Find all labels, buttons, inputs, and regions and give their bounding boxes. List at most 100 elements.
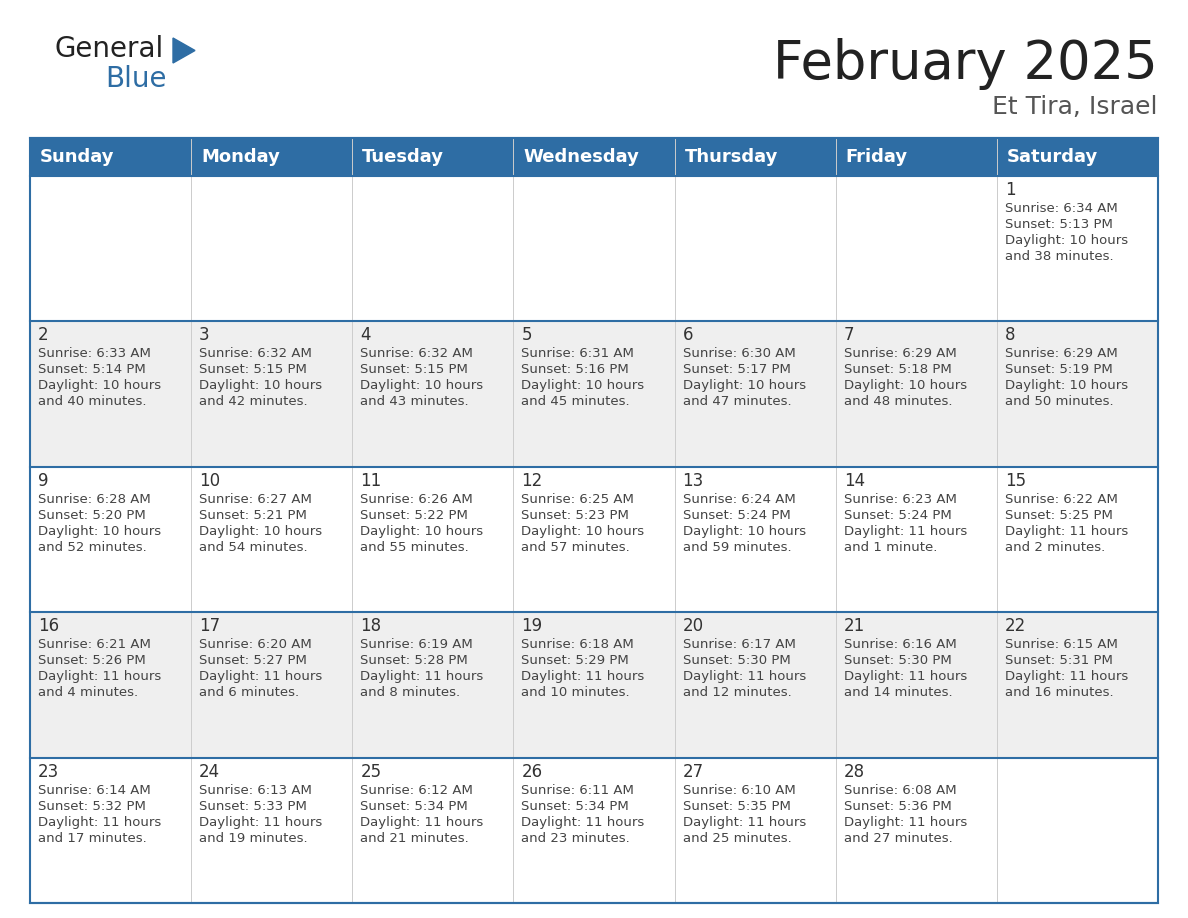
Text: 6: 6 bbox=[683, 327, 693, 344]
Text: Daylight: 11 hours: Daylight: 11 hours bbox=[843, 525, 967, 538]
Text: Daylight: 10 hours: Daylight: 10 hours bbox=[522, 379, 645, 392]
Text: 3: 3 bbox=[200, 327, 210, 344]
Text: and 27 minutes.: and 27 minutes. bbox=[843, 832, 953, 845]
Text: Daylight: 10 hours: Daylight: 10 hours bbox=[200, 379, 322, 392]
Text: 23: 23 bbox=[38, 763, 59, 780]
Text: Tuesday: Tuesday bbox=[362, 148, 444, 166]
Text: Sunday: Sunday bbox=[40, 148, 114, 166]
Text: February 2025: February 2025 bbox=[773, 38, 1158, 90]
Text: Daylight: 11 hours: Daylight: 11 hours bbox=[360, 815, 484, 829]
Text: Sunset: 5:28 PM: Sunset: 5:28 PM bbox=[360, 655, 468, 667]
Text: and 16 minutes.: and 16 minutes. bbox=[1005, 686, 1113, 700]
Text: and 40 minutes.: and 40 minutes. bbox=[38, 396, 146, 409]
Text: and 10 minutes.: and 10 minutes. bbox=[522, 686, 630, 700]
Text: Sunrise: 6:08 AM: Sunrise: 6:08 AM bbox=[843, 784, 956, 797]
Text: General: General bbox=[55, 35, 164, 63]
Text: Sunrise: 6:14 AM: Sunrise: 6:14 AM bbox=[38, 784, 151, 797]
Text: Daylight: 10 hours: Daylight: 10 hours bbox=[683, 525, 805, 538]
Text: Sunrise: 6:19 AM: Sunrise: 6:19 AM bbox=[360, 638, 473, 651]
Text: and 48 minutes.: and 48 minutes. bbox=[843, 396, 953, 409]
Text: Sunset: 5:33 PM: Sunset: 5:33 PM bbox=[200, 800, 307, 812]
Text: Sunrise: 6:34 AM: Sunrise: 6:34 AM bbox=[1005, 202, 1118, 215]
Text: and 14 minutes.: and 14 minutes. bbox=[843, 686, 953, 700]
Text: Sunrise: 6:23 AM: Sunrise: 6:23 AM bbox=[843, 493, 956, 506]
Text: Daylight: 10 hours: Daylight: 10 hours bbox=[38, 525, 162, 538]
Text: Sunrise: 6:31 AM: Sunrise: 6:31 AM bbox=[522, 347, 634, 361]
Text: and 45 minutes.: and 45 minutes. bbox=[522, 396, 630, 409]
Text: Blue: Blue bbox=[105, 65, 166, 93]
Bar bbox=[30, 321, 1158, 466]
Bar bbox=[30, 138, 1158, 176]
Text: Daylight: 11 hours: Daylight: 11 hours bbox=[683, 815, 805, 829]
Text: Daylight: 11 hours: Daylight: 11 hours bbox=[1005, 525, 1129, 538]
Text: and 4 minutes.: and 4 minutes. bbox=[38, 686, 138, 700]
Bar bbox=[30, 138, 1158, 903]
Text: Daylight: 10 hours: Daylight: 10 hours bbox=[522, 525, 645, 538]
Text: Monday: Monday bbox=[201, 148, 280, 166]
Text: 22: 22 bbox=[1005, 617, 1026, 635]
Text: and 38 minutes.: and 38 minutes. bbox=[1005, 250, 1113, 263]
Text: Sunrise: 6:10 AM: Sunrise: 6:10 AM bbox=[683, 784, 795, 797]
Text: Et Tira, Israel: Et Tira, Israel bbox=[992, 95, 1158, 119]
Text: 12: 12 bbox=[522, 472, 543, 490]
Text: 19: 19 bbox=[522, 617, 543, 635]
Text: and 17 minutes.: and 17 minutes. bbox=[38, 832, 147, 845]
Text: and 52 minutes.: and 52 minutes. bbox=[38, 541, 147, 554]
Text: Sunrise: 6:33 AM: Sunrise: 6:33 AM bbox=[38, 347, 151, 361]
Text: 13: 13 bbox=[683, 472, 703, 490]
Text: 9: 9 bbox=[38, 472, 49, 490]
Text: and 25 minutes.: and 25 minutes. bbox=[683, 832, 791, 845]
Text: Daylight: 11 hours: Daylight: 11 hours bbox=[200, 670, 322, 683]
Text: Sunset: 5:25 PM: Sunset: 5:25 PM bbox=[1005, 509, 1113, 521]
Text: Daylight: 10 hours: Daylight: 10 hours bbox=[360, 525, 484, 538]
Text: Daylight: 11 hours: Daylight: 11 hours bbox=[522, 670, 645, 683]
Text: and 42 minutes.: and 42 minutes. bbox=[200, 396, 308, 409]
Text: Friday: Friday bbox=[846, 148, 908, 166]
Text: Sunrise: 6:15 AM: Sunrise: 6:15 AM bbox=[1005, 638, 1118, 651]
Text: 27: 27 bbox=[683, 763, 703, 780]
Text: Daylight: 10 hours: Daylight: 10 hours bbox=[1005, 379, 1127, 392]
Text: Sunset: 5:15 PM: Sunset: 5:15 PM bbox=[200, 364, 307, 376]
Text: Daylight: 11 hours: Daylight: 11 hours bbox=[200, 815, 322, 829]
Text: and 21 minutes.: and 21 minutes. bbox=[360, 832, 469, 845]
Text: and 12 minutes.: and 12 minutes. bbox=[683, 686, 791, 700]
Text: Sunset: 5:24 PM: Sunset: 5:24 PM bbox=[843, 509, 952, 521]
Text: Daylight: 10 hours: Daylight: 10 hours bbox=[200, 525, 322, 538]
Text: Sunset: 5:13 PM: Sunset: 5:13 PM bbox=[1005, 218, 1113, 231]
Text: Sunset: 5:17 PM: Sunset: 5:17 PM bbox=[683, 364, 790, 376]
Text: 5: 5 bbox=[522, 327, 532, 344]
Text: Sunset: 5:31 PM: Sunset: 5:31 PM bbox=[1005, 655, 1113, 667]
Text: Daylight: 10 hours: Daylight: 10 hours bbox=[38, 379, 162, 392]
Text: 15: 15 bbox=[1005, 472, 1026, 490]
Text: Sunset: 5:34 PM: Sunset: 5:34 PM bbox=[360, 800, 468, 812]
Text: Sunrise: 6:11 AM: Sunrise: 6:11 AM bbox=[522, 784, 634, 797]
Text: 8: 8 bbox=[1005, 327, 1016, 344]
Text: and 8 minutes.: and 8 minutes. bbox=[360, 686, 461, 700]
Text: Sunrise: 6:18 AM: Sunrise: 6:18 AM bbox=[522, 638, 634, 651]
Text: 16: 16 bbox=[38, 617, 59, 635]
Text: Sunrise: 6:22 AM: Sunrise: 6:22 AM bbox=[1005, 493, 1118, 506]
Text: Thursday: Thursday bbox=[684, 148, 778, 166]
Text: Sunset: 5:22 PM: Sunset: 5:22 PM bbox=[360, 509, 468, 521]
Text: Sunset: 5:23 PM: Sunset: 5:23 PM bbox=[522, 509, 630, 521]
Text: Sunset: 5:30 PM: Sunset: 5:30 PM bbox=[843, 655, 952, 667]
Text: Sunset: 5:16 PM: Sunset: 5:16 PM bbox=[522, 364, 630, 376]
Text: and 23 minutes.: and 23 minutes. bbox=[522, 832, 630, 845]
Bar bbox=[30, 466, 1158, 612]
Text: Sunrise: 6:32 AM: Sunrise: 6:32 AM bbox=[360, 347, 473, 361]
Text: Daylight: 11 hours: Daylight: 11 hours bbox=[1005, 670, 1129, 683]
Text: Sunrise: 6:28 AM: Sunrise: 6:28 AM bbox=[38, 493, 151, 506]
Bar bbox=[30, 176, 1158, 321]
Text: 21: 21 bbox=[843, 617, 865, 635]
Text: Sunset: 5:15 PM: Sunset: 5:15 PM bbox=[360, 364, 468, 376]
Text: 10: 10 bbox=[200, 472, 220, 490]
Text: Sunrise: 6:13 AM: Sunrise: 6:13 AM bbox=[200, 784, 312, 797]
Text: and 54 minutes.: and 54 minutes. bbox=[200, 541, 308, 554]
Text: 28: 28 bbox=[843, 763, 865, 780]
Text: and 6 minutes.: and 6 minutes. bbox=[200, 686, 299, 700]
Text: Sunset: 5:36 PM: Sunset: 5:36 PM bbox=[843, 800, 952, 812]
Text: Sunset: 5:21 PM: Sunset: 5:21 PM bbox=[200, 509, 307, 521]
Text: Sunrise: 6:27 AM: Sunrise: 6:27 AM bbox=[200, 493, 312, 506]
Text: and 2 minutes.: and 2 minutes. bbox=[1005, 541, 1105, 554]
Text: Sunrise: 6:29 AM: Sunrise: 6:29 AM bbox=[1005, 347, 1118, 361]
